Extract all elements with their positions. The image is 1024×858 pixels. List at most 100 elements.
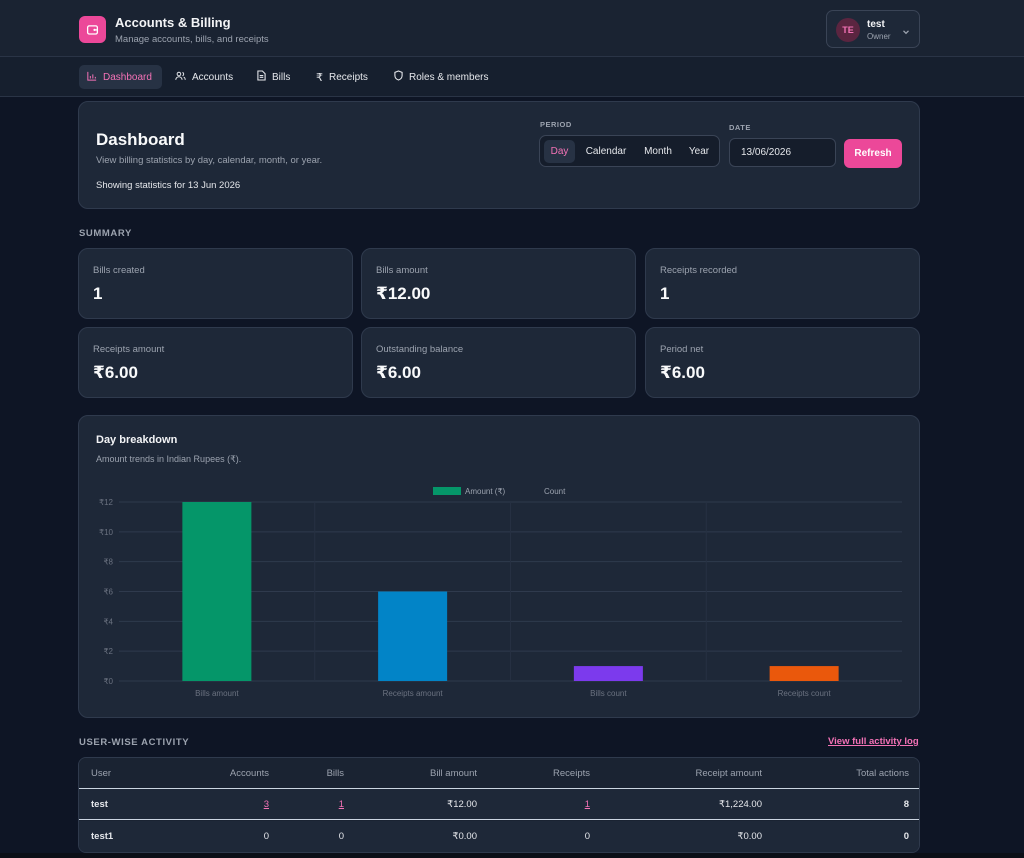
chart-subtitle: Amount trends in Indian Rupees (₹).	[96, 454, 242, 464]
user-menu-button[interactable]: TE test Owner	[826, 10, 920, 48]
cell-receipts: 0	[584, 831, 590, 842]
cell-accounts-link[interactable]: 3	[263, 799, 269, 810]
bar	[573, 666, 643, 681]
app-title: Accounts & Billing	[115, 15, 231, 30]
bar-chart: ₹0 ₹2 ₹4 ₹6 ₹8 ₹10 ₹12 Bills amount Receipts amo…	[99, 487, 902, 698]
bottom-edge	[0, 853, 1024, 858]
stat-label: Receipts amount	[93, 344, 165, 355]
y-tick-label: ₹6	[103, 588, 113, 597]
summary-title: SUMMARY	[79, 228, 132, 239]
stat-value: ₹6.00	[93, 363, 138, 382]
y-tick-label: ₹4	[103, 617, 113, 626]
period-label: PERIOD	[540, 120, 572, 129]
nav-dashboard[interactable]: Dashboard	[79, 65, 162, 89]
top-header: Accounts & Billing Manage accounts, bill…	[0, 0, 1024, 57]
period-year-button[interactable]: Year	[688, 146, 710, 157]
y-tick-label: ₹8	[103, 558, 113, 567]
stat-label: Period net	[660, 344, 704, 355]
date-input[interactable]: 13/06/2026	[729, 138, 836, 167]
stat-label: Receipts recorded	[660, 265, 738, 276]
stat-label: Bills created	[93, 265, 145, 276]
col-bill-amount: Bill amount	[430, 768, 477, 779]
col-bills: Bills	[326, 768, 344, 779]
cell-bills: 0	[338, 831, 344, 842]
stat-value: ₹6.00	[660, 363, 705, 382]
nav-label: Bills	[272, 71, 291, 83]
cell-receipt-amount: ₹1,224.00	[718, 799, 762, 810]
refresh-button[interactable]: Refresh	[844, 139, 902, 168]
wallet-icon	[79, 16, 106, 43]
stat-card-receipts-recorded: Receipts recorded 1	[645, 248, 920, 319]
x-tick-label: Receipts count	[778, 689, 832, 698]
cell-accounts: 0	[263, 831, 269, 842]
cell-bill-amount: ₹12.00	[447, 799, 477, 810]
nav-receipts[interactable]: ₹ Receipts	[308, 65, 376, 89]
table-row: test1 0 0 ₹0.00 0 ₹0.00 0	[79, 821, 919, 852]
activity-table: User Accounts Bills Bill amount Receipts…	[78, 757, 920, 853]
nav-bills[interactable]: Bills	[249, 65, 298, 89]
stat-label: Outstanding balance	[376, 344, 464, 355]
showing-text: Showing statistics for 13 Jun 2026	[96, 180, 241, 191]
bar	[378, 591, 448, 681]
shield-icon	[394, 70, 403, 84]
y-tick-label: ₹2	[103, 647, 113, 656]
date-label: DATE	[729, 123, 751, 132]
main-nav: Dashboard Accounts Bills ₹ Receipts Role…	[0, 57, 1024, 97]
nav-roles-members[interactable]: Roles & members	[386, 65, 496, 89]
x-tick-label: Receipts amount	[383, 689, 444, 698]
period-calendar-button[interactable]: Calendar	[585, 146, 627, 157]
users-icon	[175, 71, 186, 84]
x-tick-label: Bills amount	[195, 689, 239, 698]
stat-card-period-net: Period net ₹6.00	[645, 327, 920, 398]
user-name: test	[867, 19, 885, 30]
user-role: Owner	[867, 32, 891, 41]
stat-value: ₹6.00	[376, 363, 421, 382]
col-receipts: Receipts	[553, 768, 590, 779]
cell-user: test	[91, 799, 108, 810]
x-tick-label: Bills count	[590, 689, 627, 698]
nav-label: Roles & members	[409, 71, 489, 83]
view-activity-log-link[interactable]: View full activity log	[828, 736, 919, 747]
activity-title: USER-WISE ACTIVITY	[79, 737, 190, 748]
avatar: TE	[836, 18, 860, 42]
stat-label: Bills amount	[376, 265, 428, 276]
stat-card-bills-amount: Bills amount ₹12.00	[361, 248, 636, 319]
legend-swatch	[433, 487, 461, 495]
col-user: User	[91, 768, 112, 779]
y-tick-label: ₹12	[99, 498, 114, 507]
table-row: test 3 1 ₹12.00 1 ₹1,224.00 8	[79, 789, 919, 820]
cell-receipt-amount: ₹0.00	[737, 831, 762, 842]
stat-card-receipts-amount: Receipts amount ₹6.00	[78, 327, 353, 398]
period-month-button[interactable]: Month	[644, 146, 672, 157]
day-breakdown-card: Day breakdown Amount trends in Indian Ru…	[78, 415, 920, 718]
page-subtitle: View billing statistics by day, calendar…	[96, 155, 323, 166]
app-subtitle: Manage accounts, bills, and receipts	[115, 34, 269, 45]
legend-label: Count	[544, 487, 566, 496]
page-title: Dashboard	[96, 130, 185, 149]
period-selector: Day Calendar Month Year	[539, 135, 720, 167]
col-accounts: Accounts	[229, 768, 269, 779]
cell-user: test1	[91, 831, 114, 842]
stat-value: 1	[93, 284, 103, 303]
dashboard-header-card: Dashboard View billing statistics by day…	[78, 101, 920, 209]
cell-receipts-link[interactable]: 1	[584, 799, 590, 810]
stat-value: 1	[660, 284, 670, 303]
cell-total-actions: 0	[903, 831, 909, 842]
cell-total-actions: 8	[903, 799, 909, 810]
stat-card-bills-created: Bills created 1	[78, 248, 353, 319]
y-tick-label: ₹10	[99, 528, 114, 537]
bar	[769, 666, 839, 681]
stat-value: ₹12.00	[376, 284, 431, 303]
y-tick-label: ₹0	[103, 677, 113, 686]
col-receipt-amount: Receipt amount	[695, 768, 762, 779]
bar-chart-icon	[87, 71, 97, 84]
period-day-button[interactable]: Day	[544, 140, 575, 163]
cell-bills-link[interactable]: 1	[338, 799, 344, 810]
nav-label: Accounts	[192, 71, 234, 83]
nav-label: Dashboard	[103, 71, 152, 83]
legend-swatch	[512, 487, 540, 495]
bar	[182, 502, 252, 681]
nav-accounts[interactable]: Accounts	[167, 65, 241, 89]
legend-label: Amount (₹)	[465, 487, 506, 496]
